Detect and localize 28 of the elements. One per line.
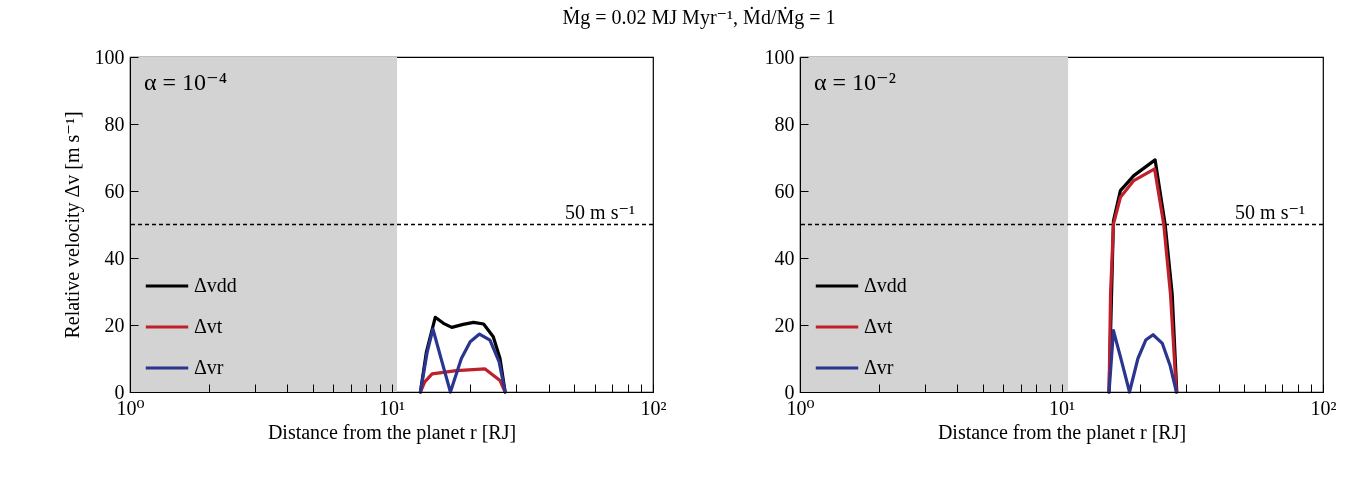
- x-tick-label: 10²: [640, 396, 667, 419]
- x-tick-label: 10¹: [1049, 396, 1075, 419]
- legend-label: Δvt: [194, 315, 223, 337]
- x-axis-title: Distance from the planet r [RJ]: [937, 420, 1187, 444]
- legend-label: Δvt: [864, 315, 893, 337]
- y-tick-label: 20: [774, 313, 795, 336]
- y-tick-label: 40: [104, 246, 125, 269]
- y-tick-label: 60: [774, 179, 795, 202]
- legend-label: Δvdd: [194, 274, 237, 296]
- x-tick-label: 10¹: [379, 396, 405, 419]
- y-tick-label: 20: [104, 313, 125, 336]
- text: Ṁg = 0.02 MJ Myr⁻¹, Ṁd/Ṁg = 1: [562, 6, 836, 30]
- x-axis-title: Distance from the planet r [RJ]: [267, 420, 517, 444]
- y-tick-label: 100: [764, 45, 795, 68]
- annotation: α = 10⁻²: [814, 69, 896, 95]
- annotation: α = 10⁻⁴: [144, 69, 228, 95]
- ref-line-label: 50 m s⁻¹: [565, 200, 635, 223]
- legend-label: Δvr: [194, 356, 224, 378]
- y-axis-title: Relative velocity Δv [m s⁻¹]: [60, 111, 84, 339]
- y-tick-label: 80: [104, 112, 125, 135]
- ref-line-label: 50 m s⁻¹: [1235, 200, 1305, 223]
- x-tick-label: 10²: [1310, 396, 1337, 419]
- y-tick-label: 40: [774, 246, 795, 269]
- legend-label: Δvr: [864, 356, 894, 378]
- y-tick-label: 60: [104, 179, 125, 202]
- legend-label: Δvdd: [864, 274, 907, 296]
- y-tick-label: 80: [774, 112, 795, 135]
- y-tick-label: 100: [94, 45, 125, 68]
